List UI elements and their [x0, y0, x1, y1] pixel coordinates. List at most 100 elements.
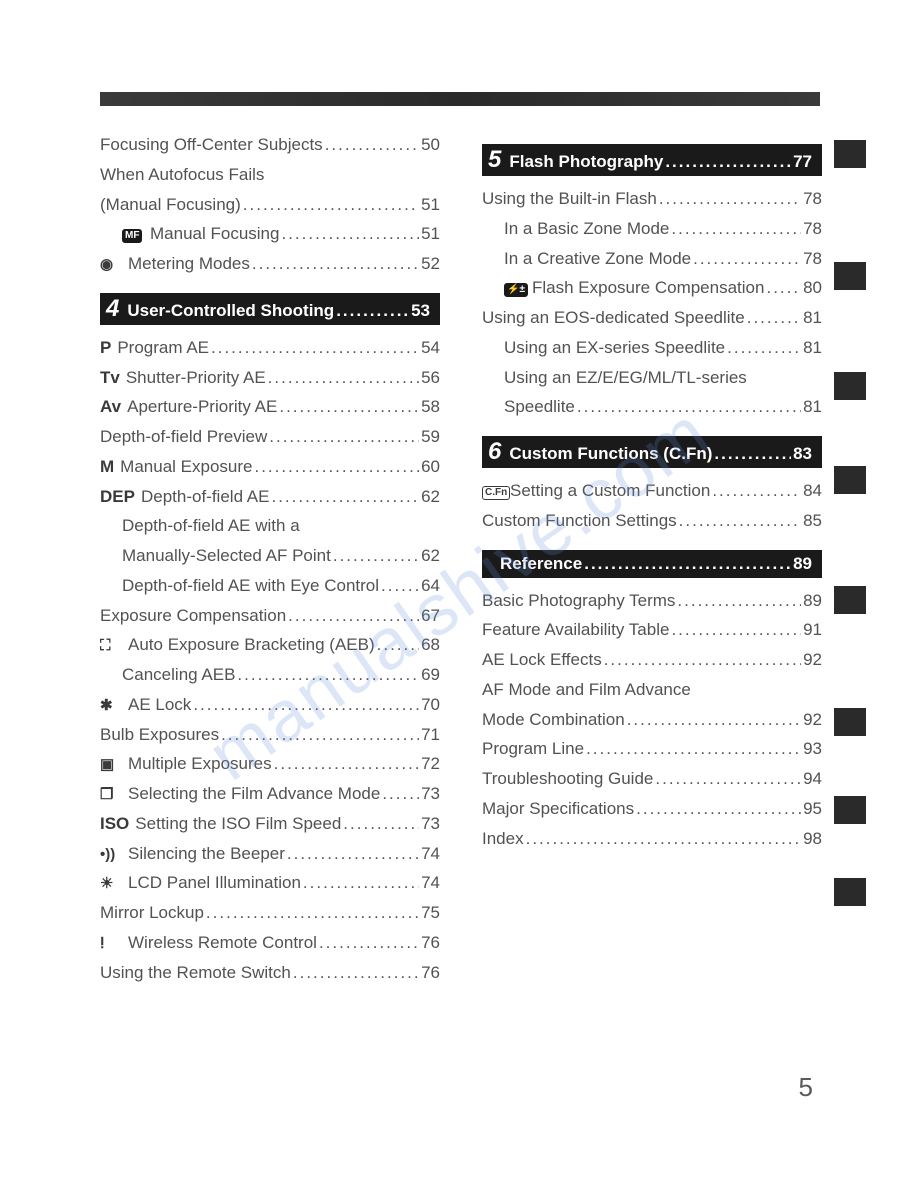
toc-label: Silencing the Beeper: [128, 839, 285, 869]
toc-page: 76: [421, 958, 440, 988]
toc-entry: PProgram AE54: [100, 333, 440, 363]
toc-page: 73: [421, 779, 440, 809]
toc-page: 78: [803, 214, 822, 244]
toc-label: Feature Availability Table: [482, 615, 669, 645]
leader-dots: [303, 868, 419, 898]
leader-dots: [766, 273, 801, 303]
toc-label: When Autofocus Fails: [100, 160, 264, 190]
toc-label: AF Mode and Film Advance: [482, 675, 691, 705]
toc-entry: Basic Photography Terms 89: [482, 586, 822, 616]
toc-page: 72: [421, 749, 440, 779]
toc-entry: Custom Function Settings 85: [482, 506, 822, 536]
toc-page: 73: [421, 809, 440, 839]
toc-page: 62: [421, 482, 440, 512]
toc-page: 80: [803, 273, 822, 303]
toc-page: 94: [803, 764, 822, 794]
toc-entry: Canceling AEB69: [100, 660, 440, 690]
toc-page: 59: [421, 422, 440, 452]
leader-dots: [288, 601, 419, 631]
toc-entry: ⵑWireless Remote Control76: [100, 928, 440, 958]
toc-entry: ISOSetting the ISO Film Speed73: [100, 809, 440, 839]
toc-entry: Focusing Off-Center Subjects50: [100, 130, 440, 160]
leader-dots: [254, 452, 419, 482]
toc-entry: MManual Exposure60: [100, 452, 440, 482]
left-column: Focusing Off-Center Subjects50When Autof…: [100, 130, 440, 987]
leader-dots: [677, 586, 801, 616]
edge-tab-marker: [834, 796, 866, 824]
section-title: Reference: [500, 554, 582, 574]
advance-icon: ❐: [100, 786, 113, 803]
leader-dots: [281, 219, 419, 249]
leader-dots: [727, 333, 801, 363]
top-divider-bar: [100, 92, 820, 106]
toc-entry: (Manual Focusing)51: [100, 190, 440, 220]
toc-entry: Depth-of-field AE with Eye Control64: [100, 571, 440, 601]
mf-badge: MF: [122, 229, 142, 243]
toc-page: 85: [803, 506, 822, 536]
toc-page: 81: [803, 333, 822, 363]
toc-label: Major Specifications: [482, 794, 634, 824]
toc-label: Selecting the Film Advance Mode: [128, 779, 380, 809]
toc-entry: Major Specifications95: [482, 794, 822, 824]
toc-page: 56: [421, 363, 440, 393]
leader-dots: [221, 720, 419, 750]
toc-content: Focusing Off-Center Subjects50When Autof…: [100, 130, 848, 987]
mode-prefix: M: [100, 452, 114, 482]
edge-tab-marker: [834, 708, 866, 736]
toc-label: Basic Photography Terms: [482, 586, 675, 616]
leader-dots: [671, 214, 801, 244]
toc-page: 69: [421, 660, 440, 690]
leader-dots: [381, 571, 419, 601]
toc-page: 84: [803, 476, 822, 506]
toc-page: 89: [803, 586, 822, 616]
icon-slot: ⛶: [100, 630, 128, 660]
leader-dots: [336, 301, 409, 321]
toc-entry: ☀LCD Panel Illumination74: [100, 868, 440, 898]
leader-dots: [287, 839, 419, 869]
section-header: 4 User-Controlled Shooting 53: [100, 293, 440, 325]
toc-label: Setting the ISO Film Speed: [135, 809, 341, 839]
leader-dots: [671, 615, 801, 645]
toc-page: 51: [421, 190, 440, 220]
toc-label: Wireless Remote Control: [128, 928, 317, 958]
toc-page: 54: [421, 333, 440, 363]
toc-label: Custom Function Settings: [482, 506, 677, 536]
toc-page: 60: [421, 452, 440, 482]
toc-entry: Using the Remote Switch76: [100, 958, 440, 988]
leader-dots: [655, 764, 801, 794]
leader-dots: [712, 476, 801, 506]
edge-tab-marker: [834, 466, 866, 494]
toc-entry: Manually-Selected AF Point62: [100, 541, 440, 571]
leader-dots: [279, 392, 419, 422]
toc-page: 70: [421, 690, 440, 720]
edge-tab-marker: [834, 372, 866, 400]
toc-label: Bulb Exposures: [100, 720, 219, 750]
icon-slot: ⚡±: [504, 273, 532, 303]
toc-entry: Troubleshooting Guide94: [482, 764, 822, 794]
icon-slot: ❐: [100, 779, 128, 809]
leader-dots: [271, 482, 419, 512]
section-page: 89: [793, 554, 812, 574]
toc-label: Depth-of-field AE: [141, 482, 270, 512]
beep-icon: •)): [100, 846, 115, 863]
toc-page: 62: [421, 541, 440, 571]
toc-entry: Program Line93: [482, 734, 822, 764]
toc-page: 78: [803, 184, 822, 214]
icon-slot: ⵑ: [100, 928, 128, 958]
leader-dots: [193, 690, 419, 720]
toc-label: Using an EOS-dedicated Speedlite: [482, 303, 745, 333]
toc-label: Depth-of-field Preview: [100, 422, 267, 452]
leader-dots: [627, 705, 801, 735]
toc-entry: •)) Silencing the Beeper 74: [100, 839, 440, 869]
toc-label: Mirror Lockup: [100, 898, 204, 928]
toc-label: Using the Built-in Flash: [482, 184, 657, 214]
toc-page: 67: [421, 601, 440, 631]
leader-dots: [237, 660, 419, 690]
toc-entry: Feature Availability Table91: [482, 615, 822, 645]
toc-page: 74: [421, 839, 440, 869]
toc-label: Shutter-Priority AE: [126, 363, 266, 393]
toc-label: Index: [482, 824, 524, 854]
leader-dots: [293, 958, 419, 988]
toc-entry: Mirror Lockup75: [100, 898, 440, 928]
toc-label: Focusing Off-Center Subjects: [100, 130, 323, 160]
